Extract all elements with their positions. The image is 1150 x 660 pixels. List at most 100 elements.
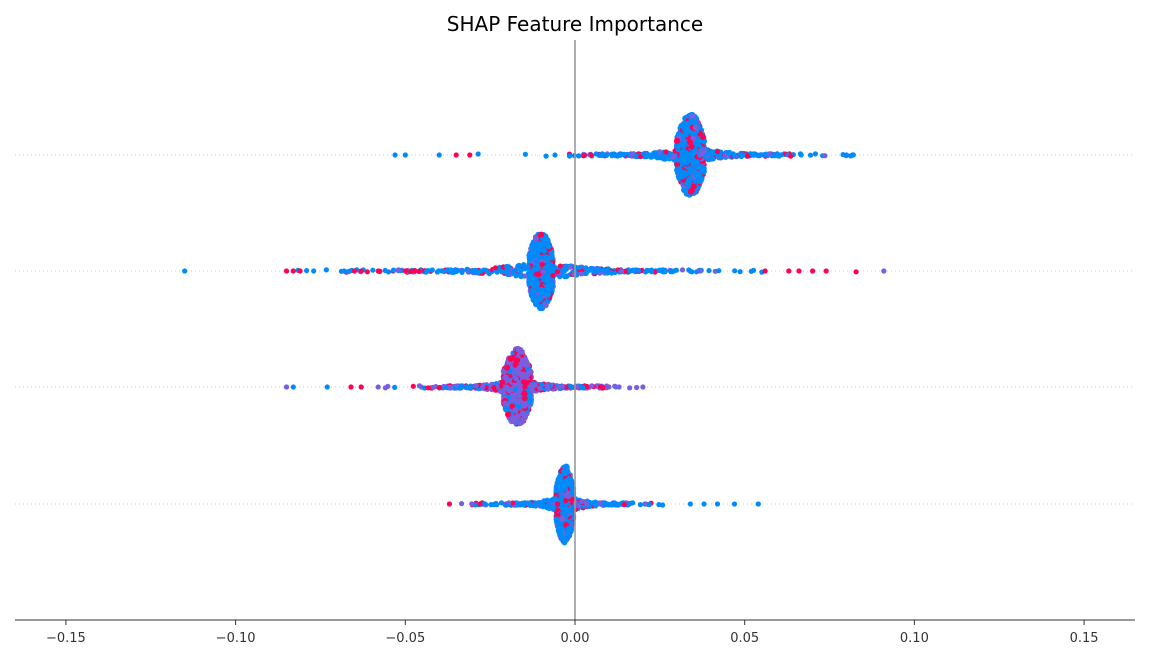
outlier-point — [453, 152, 459, 158]
data-point — [697, 268, 703, 274]
x-tick-label: 0.00 — [561, 631, 590, 646]
data-point — [663, 149, 669, 155]
data-point — [537, 295, 544, 302]
data-point — [500, 379, 506, 385]
data-point — [552, 152, 558, 158]
data-point — [718, 154, 724, 160]
outlier-point — [311, 268, 317, 274]
outlier-point — [375, 268, 381, 274]
chart-title: SHAP Feature Importance — [447, 12, 703, 36]
data-point — [634, 384, 640, 391]
data-point — [499, 269, 505, 275]
data-point — [544, 273, 550, 279]
data-point — [304, 268, 310, 274]
data-point — [684, 160, 690, 166]
data-point — [542, 302, 549, 309]
data-point — [615, 502, 622, 508]
data-point — [563, 498, 569, 504]
data-point — [504, 364, 511, 371]
data-point — [522, 384, 528, 390]
data-point — [395, 267, 401, 273]
data-point — [592, 502, 598, 508]
data-point — [550, 272, 556, 279]
data-point — [452, 267, 458, 273]
data-point — [737, 269, 743, 275]
outlier-point — [687, 501, 694, 507]
data-point — [555, 501, 561, 507]
data-point — [679, 267, 686, 273]
data-point — [635, 267, 642, 273]
data-point — [566, 532, 573, 539]
data-point — [521, 502, 527, 508]
data-point — [675, 147, 681, 153]
outlier-point — [467, 152, 473, 158]
data-point — [689, 269, 695, 275]
data-point — [506, 388, 512, 394]
data-point — [530, 289, 536, 296]
data-point — [507, 355, 514, 362]
x-tick-label: 0.15 — [1070, 631, 1099, 646]
data-point — [649, 269, 655, 275]
outlier-point — [850, 152, 856, 158]
data-point — [807, 152, 814, 158]
data-point — [533, 263, 540, 269]
outlier-point — [402, 152, 408, 158]
data-point — [584, 269, 590, 275]
data-point — [575, 503, 581, 509]
outlier-point — [351, 268, 357, 274]
data-point — [505, 411, 511, 418]
x-tick-label: −0.10 — [216, 631, 256, 646]
data-point — [692, 157, 698, 164]
data-point — [503, 268, 510, 274]
outlier-point — [446, 501, 452, 507]
data-point — [527, 368, 534, 375]
data-point — [518, 267, 524, 274]
data-point — [670, 269, 676, 275]
data-point — [627, 268, 633, 274]
data-point — [503, 502, 509, 508]
data-point — [671, 153, 677, 159]
data-point — [581, 152, 587, 158]
data-point — [473, 383, 479, 389]
data-point — [557, 528, 564, 535]
outlier-point — [402, 268, 408, 274]
data-point — [748, 268, 754, 274]
data-point — [536, 500, 542, 506]
data-point — [521, 262, 527, 268]
data-point — [491, 385, 497, 391]
data-point — [674, 157, 680, 163]
outlier-point — [823, 268, 829, 274]
data-point — [762, 151, 768, 157]
data-point — [732, 268, 738, 274]
data-point — [512, 406, 519, 413]
data-point — [693, 171, 700, 178]
data-point — [588, 152, 594, 158]
data-point — [346, 268, 352, 274]
data-point — [560, 507, 567, 513]
data-point — [518, 348, 525, 355]
outlier-point — [324, 384, 330, 390]
data-point — [547, 254, 554, 261]
data-point — [600, 152, 606, 158]
data-point — [686, 155, 692, 161]
data-point — [687, 139, 693, 146]
data-point — [561, 468, 567, 475]
data-point — [559, 383, 566, 389]
data-point — [522, 151, 529, 157]
outlier-point — [283, 384, 290, 390]
data-point — [530, 282, 537, 289]
x-tick-label: −0.15 — [46, 631, 86, 646]
data-point — [514, 368, 521, 375]
data-point — [565, 525, 572, 532]
outlier-point — [606, 384, 612, 390]
data-point — [539, 261, 545, 268]
data-points — [182, 111, 887, 546]
outlier-point — [616, 384, 622, 390]
outlier-point — [297, 268, 303, 274]
outlier-point — [375, 384, 381, 390]
outlier-point — [762, 268, 768, 274]
data-point — [682, 131, 689, 138]
data-point — [364, 269, 370, 275]
data-point — [620, 151, 626, 158]
data-point — [674, 137, 680, 144]
